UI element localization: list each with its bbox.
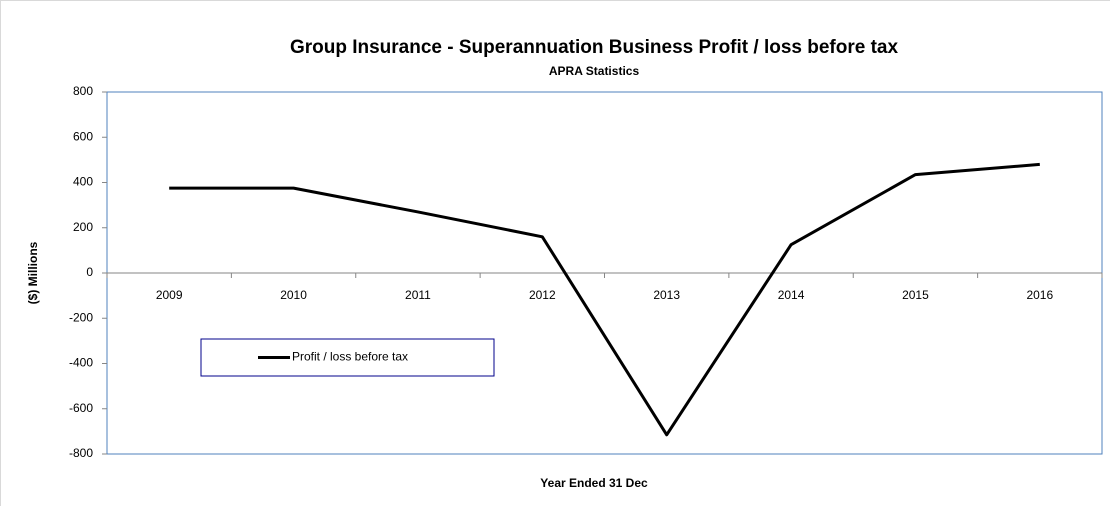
- data-line: [169, 162, 1040, 437]
- x-tick-label: 2013: [653, 288, 680, 302]
- x-tick-label: 2016: [1026, 288, 1053, 302]
- y-tick-label: 0: [86, 265, 93, 279]
- chart-subtitle: APRA Statistics: [549, 64, 640, 78]
- x-axis-label: Year Ended 31 Dec: [540, 476, 648, 490]
- y-axis-label: ($) Millions: [26, 241, 40, 304]
- y-tick-label: 200: [73, 220, 93, 234]
- x-tick-label: 2012: [529, 288, 556, 302]
- x-tick-label: 2015: [902, 288, 929, 302]
- y-tick-label: -400: [69, 356, 93, 370]
- y-tick-label: 800: [73, 84, 93, 98]
- x-tick-label: 2009: [156, 288, 183, 302]
- x-tick-label: 2010: [280, 288, 307, 302]
- y-tick-label: -800: [69, 446, 93, 460]
- y-tick-label: -200: [69, 310, 93, 324]
- y-tick-label: -600: [69, 401, 93, 415]
- x-tick-label: 2011: [405, 288, 431, 302]
- y-tick-label: 400: [73, 175, 93, 189]
- chart-title: Group Insurance - Superannuation Busines…: [290, 37, 899, 58]
- x-tick-label: 2014: [778, 288, 805, 302]
- legend-label: Profit / loss before tax: [292, 350, 408, 364]
- y-tick-label: 600: [73, 129, 93, 143]
- legend-box: [200, 338, 495, 377]
